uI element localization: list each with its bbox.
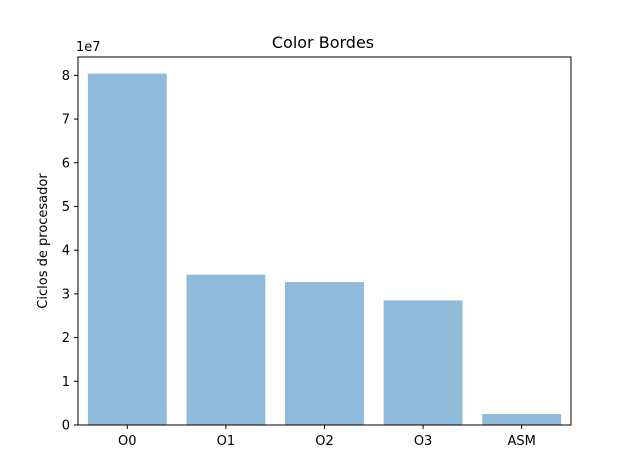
- y-tick-label: 7: [62, 113, 70, 128]
- x-tick-label: O0: [118, 434, 137, 449]
- plot-area-frame: [77, 56, 572, 426]
- y-axis-offset-label: 1e7: [76, 40, 101, 55]
- bar-o2: [285, 282, 364, 425]
- y-axis-label: Ciclos de procesador: [36, 173, 51, 309]
- y-tick-label: 1: [62, 375, 70, 390]
- bar-o3: [383, 300, 463, 425]
- y-tick-label: 5: [62, 200, 70, 215]
- bars: [87, 73, 562, 426]
- chart-title: Color Bordes: [272, 33, 374, 52]
- y-tick-label: 2: [62, 331, 70, 346]
- bar-asm: [482, 414, 562, 425]
- x-tick-label: O1: [217, 434, 236, 449]
- y-tick-label: 6: [62, 156, 70, 171]
- y-tick-label: 4: [62, 244, 70, 259]
- y-tick-label: 0: [62, 419, 70, 434]
- x-tick-label: O3: [414, 434, 433, 449]
- y-tick-label: 8: [62, 69, 70, 84]
- bar-o1: [186, 274, 266, 425]
- bar-o0: [87, 73, 167, 426]
- y-axis-ticks: 0 1 2 3 4 5 6 7 8: [62, 69, 78, 434]
- y-tick-label: 3: [62, 287, 70, 302]
- x-axis-ticks: O0 O1 O2 O3 ASM: [118, 425, 536, 449]
- x-tick-label: ASM: [508, 434, 536, 449]
- x-tick-label: O2: [315, 434, 334, 449]
